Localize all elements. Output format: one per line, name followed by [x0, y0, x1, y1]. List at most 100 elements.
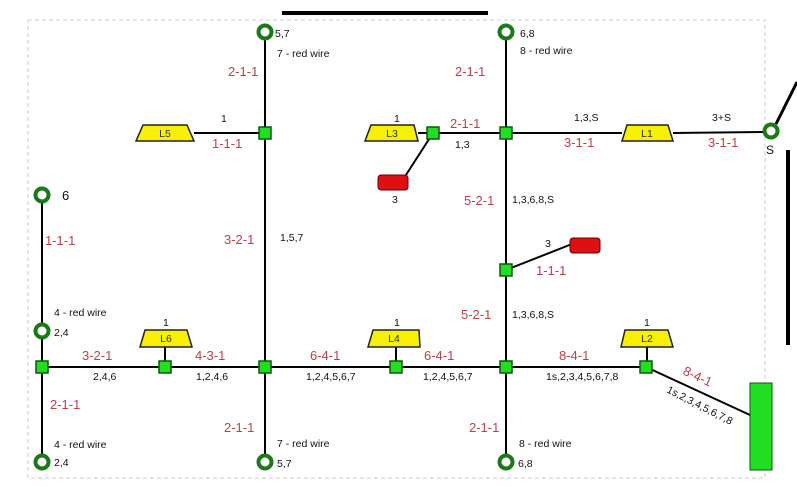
diagram-label: 2-1-1 — [50, 397, 80, 412]
wires-part — [505, 243, 573, 271]
diagram-label: 2-1-1 — [224, 420, 254, 435]
diagram-label: 1 — [221, 113, 227, 125]
diagram-label: 3-2-1 — [82, 348, 112, 363]
terminal-icon — [497, 23, 515, 41]
diagram-label: 1 — [394, 317, 400, 329]
diagram-label: 8 - red wire — [519, 438, 572, 450]
diagram-label: 7 - red wire — [277, 48, 330, 60]
diagram-label: 1,3,S — [574, 112, 599, 124]
junction-node — [389, 360, 403, 374]
diagram-label: 1,3 — [455, 139, 470, 151]
diagram-label: 3+S — [712, 112, 731, 124]
diagram-label: 5,7 — [277, 458, 292, 470]
diagram-label: 3 — [545, 238, 551, 250]
wires-part — [645, 366, 751, 416]
diagram-label: 6,8 — [520, 28, 535, 40]
terminal-icon-part — [33, 322, 51, 340]
diagram-label: 4-3-1 — [195, 348, 225, 363]
terminal-icon-part — [256, 23, 274, 41]
junction-node — [426, 126, 440, 140]
terminal-icon-part — [256, 453, 274, 471]
diagram-label: 3-1-1 — [564, 135, 594, 150]
source-terminal-icon — [762, 122, 780, 140]
diagram-label: 2,4 — [54, 457, 69, 469]
diagram-label: 2,4,6 — [93, 371, 117, 383]
diagram-label: 1 — [644, 317, 650, 329]
source-feed-line — [774, 81, 797, 125]
diagram-label: 1s,2,3,4,5,6,7,8 — [665, 384, 735, 428]
junction-node — [499, 263, 513, 277]
lamp-label: L1 — [641, 128, 653, 140]
diagram-label: 5-2-1 — [461, 307, 491, 322]
junction-node — [258, 360, 272, 374]
junction-node — [499, 126, 513, 140]
diagram-label: 2-1-1 — [469, 420, 499, 435]
diagram-label: 3-1-1 — [708, 135, 738, 150]
conductor-labels: 1,5,7 1,3 1,3,S 3+S 1,3,6,8,S 1,3,6,8,S … — [93, 112, 735, 428]
terminals — [33, 23, 780, 471]
terminal-icon — [256, 453, 274, 471]
diagram-label: 6,8 — [518, 458, 533, 470]
cable-type-labels: 2-1-1 1-1-1 3-2-1 2-1-1 2-1-1 3-1-1 3-1-… — [45, 64, 738, 435]
lamp-l2-icon — [620, 329, 675, 348]
junction-node — [158, 360, 172, 374]
diagram-label: 3-2-1 — [224, 232, 254, 247]
diagram-label: 1-1-1 — [212, 136, 242, 151]
diagram-label: 1,3,6,8,S — [512, 194, 554, 206]
diagram-label: 4 - red wire — [54, 307, 107, 319]
wires-part — [403, 132, 434, 179]
lamp-l5-icon — [134, 124, 196, 142]
diagram-label: 1s,2,3,4,5,6,7,8 — [546, 371, 619, 383]
socket-icon — [569, 237, 601, 254]
lamp-label: L3 — [386, 128, 398, 140]
lamp-label: L2 — [641, 333, 653, 345]
diagram-label: 1,2,4,5,6,7 — [306, 371, 356, 383]
diagram-label: 6-4-1 — [424, 348, 454, 363]
terminal-icon — [33, 186, 51, 204]
diagram-label: 4 - red wire — [54, 439, 107, 451]
diagram-label: 1,2,4,5,6,7 — [423, 371, 473, 383]
lamp-label: L6 — [160, 333, 172, 345]
diagram-label: S — [766, 143, 774, 157]
diagram-label: 2-1-1 — [450, 116, 480, 131]
diagram-label: 1 — [163, 317, 169, 329]
terminal-icon — [497, 453, 515, 471]
diagram-label: 1 — [394, 113, 400, 125]
wires-part — [672, 131, 765, 134]
lamp-l6-icon — [138, 329, 194, 348]
diagram-label: 1-1-1 — [536, 263, 566, 278]
junction-node — [258, 126, 272, 140]
diagram-label: 2-1-1 — [228, 64, 258, 79]
terminal-icon-part — [33, 186, 51, 204]
diagram-label: 1,3,6,8,S — [512, 309, 554, 321]
junction-node — [499, 360, 513, 374]
diagram-label: 2-1-1 — [455, 64, 485, 79]
terminal-labels: 5,7 7 - red wire 6,8 8 - red wire 6 2,4 … — [54, 28, 774, 470]
diagram-label: 8-4-1 — [559, 348, 589, 363]
diagram-label: 6 — [62, 188, 69, 203]
diagram-label: 1,5,7 — [280, 232, 304, 244]
wires — [41, 39, 765, 455]
terminal-icon — [256, 23, 274, 41]
lamps: L5 L3 L1 L6 L4 L2 — [134, 124, 675, 348]
diagram-label: 3 — [392, 194, 398, 206]
lamp-label: L5 — [159, 128, 171, 140]
diagram-border — [27, 19, 766, 479]
diagram-label: 1,2,4,6 — [196, 371, 228, 383]
terminal-icon — [33, 322, 51, 340]
lamp-l1-icon — [620, 124, 675, 142]
terminal-icon-part — [497, 23, 515, 41]
diagram-label: 5-2-1 — [464, 193, 494, 208]
distribution-panel-icon — [749, 382, 773, 471]
diagram-label: 1-1-1 — [45, 233, 75, 248]
junction-node — [35, 360, 49, 374]
source-terminal-icon-part — [762, 122, 780, 140]
junction-node — [639, 360, 653, 374]
socket-icon — [377, 174, 409, 191]
lamp-label: L4 — [388, 333, 400, 345]
diagram-label: 6-4-1 — [310, 348, 340, 363]
terminal-icon-part — [33, 453, 51, 471]
junction-nodes — [35, 126, 653, 374]
diagram-label: 7 - red wire — [277, 438, 330, 450]
